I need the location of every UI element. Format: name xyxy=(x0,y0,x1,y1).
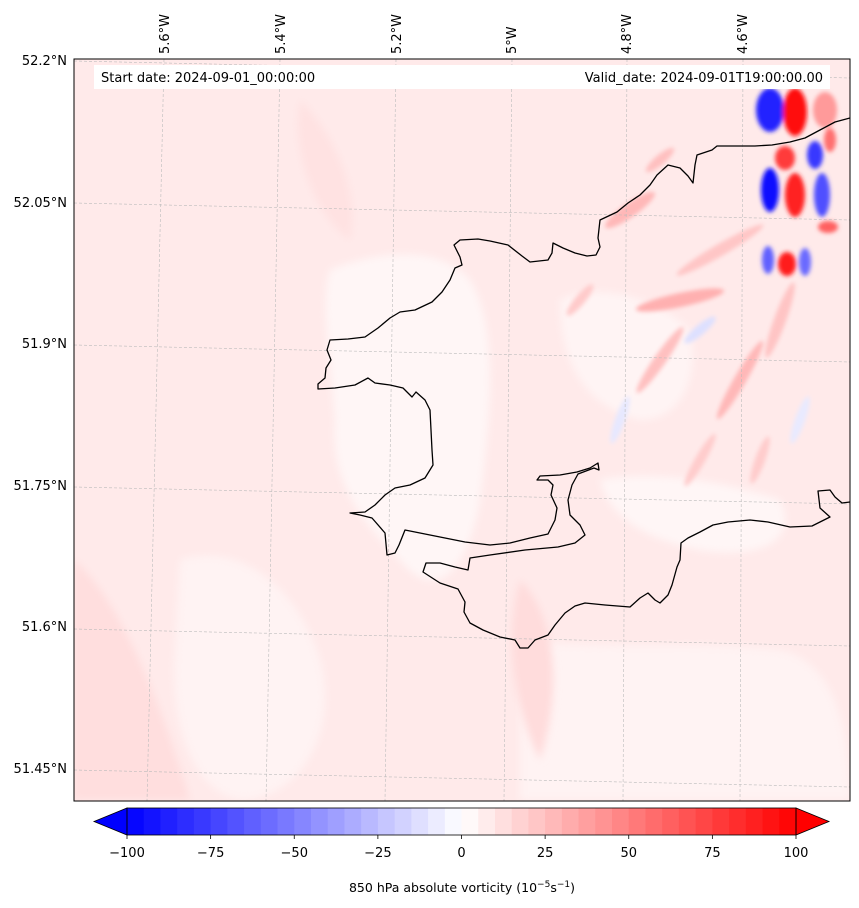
colorbar-tick-label: 75 xyxy=(704,846,721,861)
lat-tick-label: 51.6°N xyxy=(22,620,67,635)
lat-tick-label: 52.05°N xyxy=(14,196,67,211)
colorbar-tick-label: −75 xyxy=(197,846,224,861)
colorbar-segment xyxy=(210,808,228,835)
lat-tick-label: 51.75°N xyxy=(14,479,67,494)
colorbar-segment xyxy=(628,808,646,835)
colorbar-segment xyxy=(244,808,262,835)
colorbar-segment xyxy=(478,808,496,835)
colorbar-tick-label: −50 xyxy=(281,846,308,861)
colorbar-segment xyxy=(745,808,764,835)
colorbar-segment xyxy=(193,808,212,835)
lon-tick-label: 4.8°W xyxy=(620,14,635,54)
colorbar-segment xyxy=(511,808,529,835)
colorbar-segment xyxy=(678,808,697,835)
info-box xyxy=(94,65,830,89)
colorbar-segment xyxy=(545,808,563,835)
map-panel: Start date: 2024-09-01_00:00:00 Valid_da… xyxy=(74,59,850,801)
colorbar-segment xyxy=(344,808,362,835)
colorbar-segment xyxy=(260,808,279,835)
longitude-labels: 5.6°W 5.4°W 5.2°W 5°W 4.8°W 4.6°W xyxy=(158,14,751,54)
colorbar-segment xyxy=(662,808,680,835)
colorbar-label-mid: s xyxy=(550,880,557,895)
lat-tick-label: 51.9°N xyxy=(22,337,67,352)
colorbar-label-exp1: −5 xyxy=(537,880,550,890)
weak-positive-vorticity-areas xyxy=(74,100,554,800)
colorbar-segment xyxy=(645,808,663,835)
colorbar-segment xyxy=(361,808,379,835)
colorbar-tick-label: −25 xyxy=(364,846,391,861)
colorbar-tick-label: 100 xyxy=(784,846,809,861)
lon-tick-label: 5°W xyxy=(505,26,520,54)
lat-tick-label: 52.2°N xyxy=(22,54,67,69)
colorbar-ticks: −100 −75 −50 −25 0 25 50 75 100 xyxy=(109,835,808,861)
colorbar: −100 −75 −50 −25 0 25 50 75 100 850 hPa absolute… xyxy=(92,807,831,895)
colorbar-segment xyxy=(712,808,730,835)
lon-tick-label: 5.4°W xyxy=(274,14,289,54)
colorbar-max-extension xyxy=(795,807,831,836)
colorbar-segment xyxy=(779,808,797,835)
near-zero-vorticity-areas xyxy=(174,254,850,800)
colorbar-segment xyxy=(578,808,596,835)
colorbar-tick-label: 50 xyxy=(620,846,637,861)
colorbar-segment xyxy=(327,808,345,835)
colorbar-tick-label: 0 xyxy=(457,846,465,861)
valid-date-label: Valid_date: 2024-09-01T19:00:00.00 xyxy=(585,71,823,86)
colorbar-segments xyxy=(127,808,797,835)
colorbar-segment xyxy=(494,808,513,835)
colorbar-segment xyxy=(612,808,630,835)
lon-tick-label: 5.6°W xyxy=(158,14,173,54)
colorbar-tick-label: −100 xyxy=(109,846,145,861)
colorbar-segment xyxy=(127,808,145,835)
colorbar-segment xyxy=(394,808,412,835)
colorbar-segment xyxy=(294,808,312,835)
colorbar-tick-label: 25 xyxy=(537,846,554,861)
colorbar-label-main: 850 hPa absolute vorticity (10 xyxy=(349,880,537,895)
colorbar-segment xyxy=(762,808,780,835)
colorbar-segment xyxy=(177,808,195,835)
latitude-labels: 52.2°N 52.05°N 51.9°N 51.75°N 51.6°N 51.… xyxy=(14,54,67,777)
strong-vorticity-cells xyxy=(756,88,838,276)
colorbar-segment xyxy=(461,808,479,835)
colorbar-segment xyxy=(310,808,329,835)
colorbar-segment xyxy=(528,808,546,835)
colorbar-segment xyxy=(160,808,178,835)
vorticity-streaks xyxy=(566,147,810,487)
coastline xyxy=(317,117,850,649)
colorbar-segment xyxy=(729,808,747,835)
colorbar-segment xyxy=(444,808,463,835)
colorbar-segment xyxy=(377,808,396,835)
colorbar-segment xyxy=(595,808,613,835)
colorbar-segment xyxy=(561,808,580,835)
map-frame xyxy=(73,58,851,802)
colorbar-label-end: ) xyxy=(570,880,575,895)
colorbar-segment xyxy=(428,808,446,835)
colorbar-segment xyxy=(227,808,245,835)
colorbar-segment xyxy=(411,808,429,835)
lon-tick-label: 5.2°W xyxy=(390,14,405,54)
lon-tick-label: 4.6°W xyxy=(736,14,751,54)
start-date-label: Start date: 2024-09-01_00:00:00 xyxy=(101,71,315,86)
colorbar-label-exp2: −1 xyxy=(557,880,570,890)
colorbar-label: 850 hPa absolute vorticity (10−5s−1) xyxy=(349,880,575,895)
colorbar-min-extension xyxy=(92,807,128,836)
colorbar-segment xyxy=(277,808,295,835)
colorbar-segment xyxy=(143,808,161,835)
lat-tick-label: 51.45°N xyxy=(14,762,67,777)
colorbar-segment xyxy=(695,808,713,835)
